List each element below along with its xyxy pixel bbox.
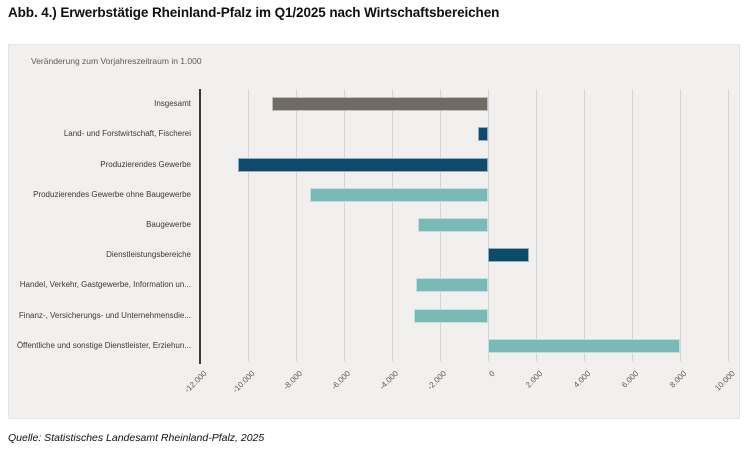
category-label: Finanz-, Versicherungs- und Unternehmens… — [18, 310, 191, 320]
chart-panel: Veränderung zum Vorjahreszeitraum in 1.0… — [8, 44, 740, 419]
category-label: Handel, Verkehr, Gastgewerbe, Informatio… — [19, 280, 191, 290]
chart-subtitle: Veränderung zum Vorjahreszeitraum in 1.0… — [31, 56, 202, 66]
chart-title: Abb. 4.) Erwerbstätige Rheinland-Pfalz i… — [8, 5, 500, 20]
bar-3 — [238, 157, 488, 172]
category-label: Produzierendes Gewerbe — [100, 159, 191, 169]
category-label: Baugewerbe — [146, 220, 191, 229]
gridline — [296, 89, 297, 361]
bar-2 — [478, 127, 488, 142]
category-label: Land- und Forstwirtschaft, Fischerei — [63, 129, 191, 139]
category-label: Öffentliche und sonstige Dienstleister, … — [16, 340, 191, 350]
source-note: Quelle: Statistisches Landesamt Rheinlan… — [8, 432, 265, 444]
bar-7 — [416, 278, 488, 293]
gridline — [584, 89, 585, 361]
category-label: Produzierendes Gewerbe ohne Baugewerbe — [33, 189, 191, 199]
bar-9 — [488, 338, 680, 353]
gridline — [488, 89, 489, 361]
gridline — [536, 89, 537, 361]
bar-6 — [488, 248, 529, 263]
gridline — [392, 89, 393, 361]
gridline — [728, 89, 729, 361]
bar-5 — [418, 218, 488, 232]
gridline — [248, 89, 249, 361]
bar-4 — [310, 187, 488, 202]
bar-1 — [272, 97, 488, 112]
gridline — [680, 89, 681, 361]
bar-8 — [413, 308, 488, 323]
category-axis-line — [199, 89, 201, 364]
gridline — [632, 89, 633, 361]
category-label: Dienstleistungsbereiche — [106, 250, 191, 260]
gridline — [344, 89, 345, 361]
category-label: Insgesamt — [154, 99, 191, 109]
